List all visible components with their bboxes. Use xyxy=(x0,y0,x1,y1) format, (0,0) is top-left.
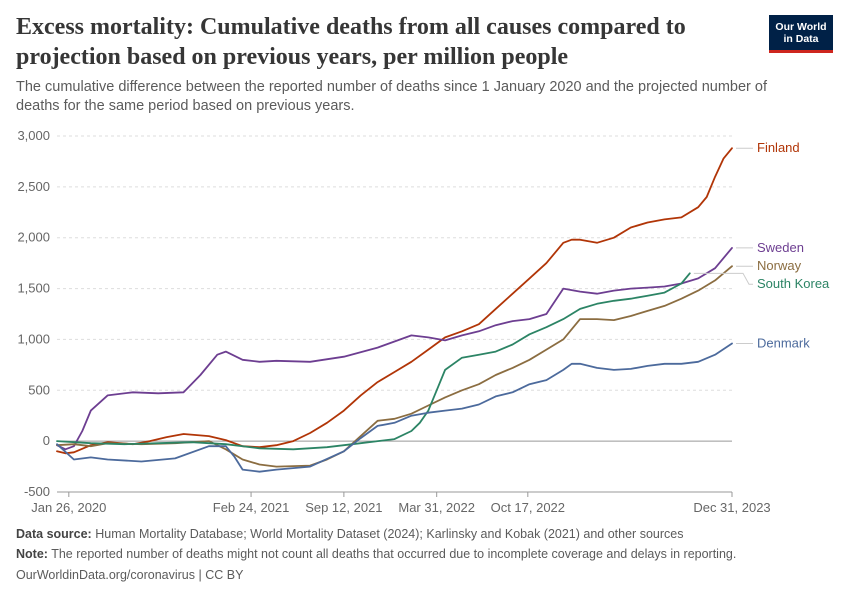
data-source: Data source: Human Mortality Database; W… xyxy=(16,527,836,541)
series-line-sweden[interactable] xyxy=(56,246,733,451)
note-label: Note: xyxy=(16,547,48,561)
y-tick-label: 1,500 xyxy=(17,281,50,296)
y-tick-label: 3,000 xyxy=(17,128,50,143)
legend-label-sweden[interactable]: Sweden xyxy=(757,240,804,255)
data-source-text: Human Mortality Database; World Mortalit… xyxy=(95,527,684,541)
owid-logo[interactable]: Our World in Data xyxy=(769,15,833,53)
credit-link[interactable]: OurWorldinData.org/coronavirus | CC BY xyxy=(16,568,244,582)
legend-label-finland[interactable]: Finland xyxy=(757,140,800,155)
chart-title: Excess mortality: Cumulative deaths from… xyxy=(16,14,686,70)
y-tick-label: 2,500 xyxy=(17,179,50,194)
series-line-denmark[interactable] xyxy=(56,342,733,473)
legend-label-south-korea[interactable]: South Korea xyxy=(757,276,830,291)
note: Note: The reported number of deaths migh… xyxy=(16,547,836,561)
y-tick-label: 2,000 xyxy=(17,230,50,245)
note-text: The reported number of deaths might not … xyxy=(51,547,737,561)
x-tick-label: Oct 17, 2022 xyxy=(491,500,565,515)
series-lines xyxy=(56,147,733,473)
y-axis-ticks: -500 0 500 1,000 1,500 2,000 2,500 3,000 xyxy=(17,128,50,499)
legend-label-denmark[interactable]: Denmark xyxy=(757,335,810,350)
x-tick-label: Jan 26, 2020 xyxy=(31,500,106,515)
y-tick-label: -500 xyxy=(24,484,50,499)
series-line-south-korea[interactable] xyxy=(56,272,691,451)
x-axis-ticks: Jan 26, 2020 Feb 24, 2021 Sep 12, 2021 Mar … xyxy=(31,491,771,515)
legend-label-norway[interactable]: Norway xyxy=(757,258,802,273)
x-tick-label: Feb 24, 2021 xyxy=(213,500,290,515)
x-tick-label: Sep 12, 2021 xyxy=(305,500,382,515)
x-tick-label: Dec 31, 2023 xyxy=(693,500,770,515)
y-tick-label: 1,000 xyxy=(17,331,50,346)
x-tick-label: Mar 31, 2022 xyxy=(398,500,475,515)
legend: Finland Sweden Norway South Korea Denmark xyxy=(693,140,830,350)
logo-line-2: in Data xyxy=(783,32,819,45)
legend-connector xyxy=(693,272,753,285)
chart-subtitle: The cumulative difference between the re… xyxy=(16,79,767,114)
logo-line-1: Our World xyxy=(775,20,827,33)
data-source-label: Data source: xyxy=(16,527,92,541)
series-line-finland[interactable] xyxy=(56,147,733,455)
y-tick-label: 500 xyxy=(28,382,50,397)
series-line-norway[interactable] xyxy=(56,265,733,468)
y-tick-label: 0 xyxy=(43,433,50,448)
